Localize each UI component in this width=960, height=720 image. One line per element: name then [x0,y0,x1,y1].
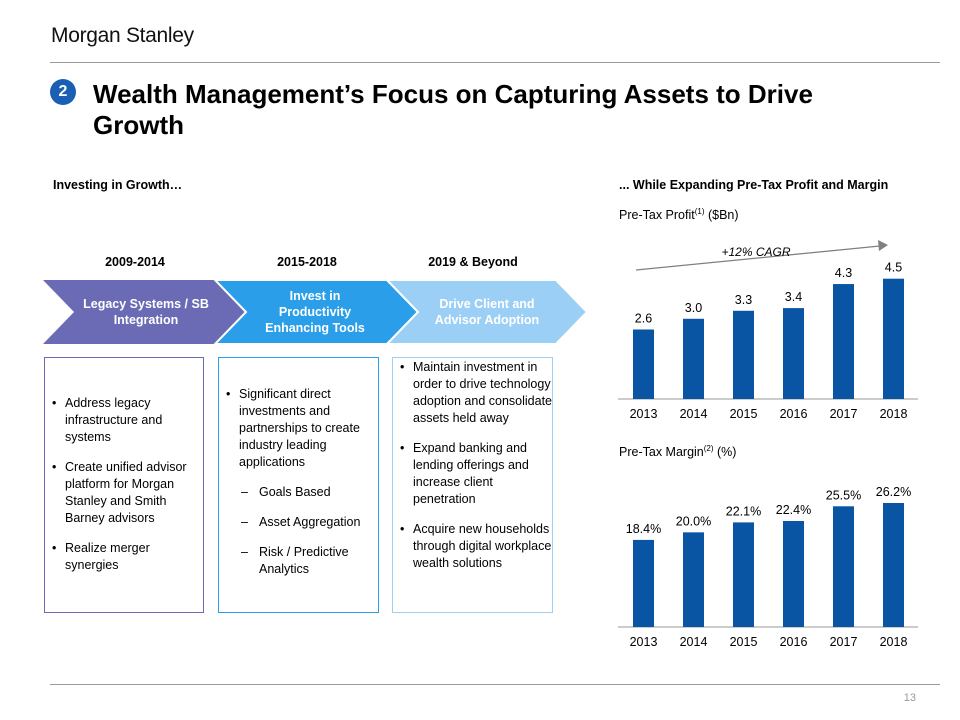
x-tick-label: 2017 [830,407,858,421]
bullet-item: Acquire new households through digital w… [393,521,552,572]
bar-2017 [833,284,854,399]
profit-bar-chart: +12% CAGR 2.6 2013 3.0 2014 3.3 2015 3.4 2016 4.… [618,240,918,421]
header-divider [50,62,940,63]
phase-box-3: Maintain investment in order to drive te… [392,357,553,613]
bar-2015 [733,310,754,399]
data-label: 18.4% [626,522,661,536]
footer-divider [50,684,940,685]
section-number-badge: 2 [50,79,76,105]
period-label-2: 2015-2018 [277,255,337,269]
sub-bullet-item: Goals Based [219,484,378,501]
sub-bullet-item: Asset Aggregation [219,514,378,531]
data-label: 25.5% [826,488,861,502]
phase-box-1: Address legacy infrastructure and system… [44,357,204,613]
x-tick-label: 2015 [730,407,758,421]
phase-label-1: Legacy Systems / SB Integration [83,297,209,327]
bar-2014 [683,318,704,399]
x-tick-label: 2016 [780,635,808,649]
phase-box-2: Significant direct investments and partn… [218,357,379,613]
profit-chart-title: Pre-Tax Profit(1) ($Bn) [619,207,739,223]
data-label: 20.0% [676,514,711,528]
bullet-item: Significant direct investments and partn… [219,386,378,471]
bar-2018 [883,278,904,399]
phase-arrow-1 [43,280,246,344]
x-tick-label: 2016 [780,407,808,421]
bullet-item: Maintain investment in order to drive te… [393,359,552,427]
phase-arrows [43,279,589,345]
x-tick-label: 2014 [680,407,708,421]
bar-2016 [783,520,804,627]
bar-2013 [633,329,654,399]
x-tick-label: 2015 [730,635,758,649]
left-section-heading: Investing in Growth… [53,178,183,192]
bar-2014 [683,532,704,627]
period-label-3: 2019 & Beyond [428,255,518,269]
cagr-arrow-line [635,245,881,271]
bullet-item: Address legacy infrastructure and system… [45,395,203,446]
bullet-item: Realize merger synergies [45,540,203,574]
data-label: 3.4 [785,290,802,304]
x-tick-label: 2014 [680,635,708,649]
x-tick-label: 2017 [830,635,858,649]
margin-bar-chart: 18.4% 2013 20.0% 2014 22.1% 2015 22.4% 2016 25.5… [618,485,918,649]
data-label: 3.0 [685,301,702,315]
cagr-arrowhead [878,240,888,251]
data-label: 2.6 [635,311,652,325]
data-label: 4.5 [885,261,902,275]
morgan-stanley-logo: Morgan Stanley [51,24,194,47]
sub-bullet-item: Risk / Predictive Analytics [219,544,378,578]
right-section-heading: ... While Expanding Pre-Tax Profit and M… [619,178,889,192]
bar-2018 [883,502,904,627]
x-tick-label: 2013 [630,635,658,649]
data-label: 4.3 [835,266,852,280]
page-title: Wealth Management’s Focus on Capturing A… [93,79,813,140]
phase-arrow-3 [384,279,589,345]
bar-2013 [633,539,654,627]
page-number: 13 [903,692,916,704]
data-label: 3.3 [735,293,752,307]
cagr-label: +12% CAGR [721,245,790,259]
bar-2016 [783,308,804,399]
bullet-item: Create unified advisor platform for Morg… [45,459,203,527]
bar-2015 [733,522,754,627]
x-tick-label: 2018 [880,635,908,649]
x-tick-label: 2013 [630,407,658,421]
data-label: 26.2% [876,485,911,499]
bullet-item: Expand banking and lending offerings and… [393,440,552,508]
bar-2017 [833,506,854,627]
period-label-1: 2009-2014 [105,255,165,269]
margin-chart-title: Pre-Tax Margin(2) (%) [619,444,737,460]
data-label: 22.1% [726,504,761,518]
x-tick-label: 2018 [880,407,908,421]
phase-label-3: Drive Client and Advisor Adoption [434,297,540,327]
phase-label-2: Invest in Productivity Enhancing Tools [265,289,365,335]
data-label: 22.4% [776,503,811,517]
